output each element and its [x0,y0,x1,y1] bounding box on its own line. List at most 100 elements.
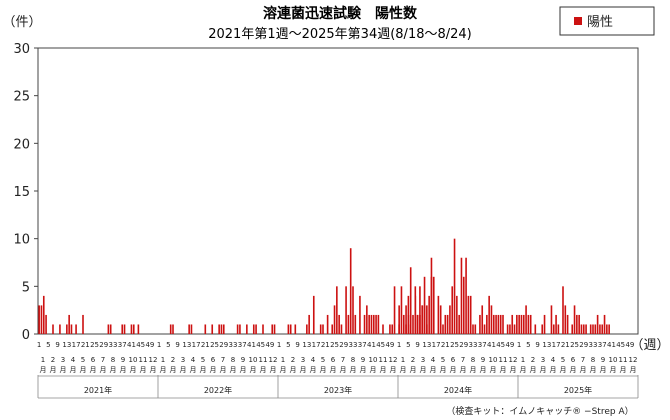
month-label: 8 [231,356,235,364]
bar [204,324,207,334]
bar [42,295,45,334]
week-tick-label: 9 [415,341,419,349]
bar [400,286,403,334]
bar [432,276,435,334]
month-label-unit: 月 [340,366,347,374]
month-label: 6 [451,356,456,364]
week-tick-label: 5 [46,341,50,349]
bar [402,314,405,334]
bar [289,324,292,334]
week-tick-label: 13 [542,341,551,349]
month-label-unit: 月 [200,366,207,374]
month-label: 11 [499,356,508,364]
y-tick-label: 5 [22,280,30,295]
month-label: 4 [311,356,316,364]
bar [426,305,428,334]
bar [552,324,555,334]
legend-swatch [574,17,582,25]
week-tick-label: 33 [589,341,598,349]
month-label: 10 [369,356,378,364]
month-label: 11 [619,356,628,364]
bar [439,305,442,334]
bar [375,314,377,334]
bar [592,324,594,334]
bar [211,324,214,334]
week-tick-label: 1 [157,341,161,349]
bar [82,314,84,334]
month-label-unit: 月 [60,366,67,374]
bar [534,324,537,334]
y-axis-label: （件） [2,15,41,30]
week-tick-label: 33 [349,341,358,349]
week-tick-label: 29 [339,341,348,349]
week-tick-label: 25 [210,341,219,349]
bar [576,314,578,334]
x-axis-label: （週） [630,338,669,353]
bar [59,324,61,334]
bar [121,324,124,334]
bar [336,286,338,334]
bar [529,314,532,334]
bar [172,324,174,334]
bar [603,314,606,334]
bar [437,295,440,334]
bar [38,305,40,334]
bar [511,314,514,334]
month-label-unit: 月 [380,366,387,374]
month-label-unit: 月 [540,366,547,374]
bar [446,314,449,334]
year-label: 2024年 [444,385,472,395]
month-label-unit: 月 [80,366,87,374]
month-label-unit: 月 [500,366,507,374]
month-label: 3 [541,356,545,364]
bar [472,324,474,334]
bar [262,324,264,334]
bar [543,314,546,334]
y-tick-label: 15 [13,185,30,200]
week-tick-label: 21 [201,341,210,349]
footnote: （検査キット：イムノキャッチ® −Strep A） [446,405,633,417]
bar [456,295,458,334]
month-label: 9 [241,356,245,364]
bar [502,314,504,334]
month-label: 3 [181,356,185,364]
bar [45,314,47,334]
month-label: 6 [331,356,336,364]
bar [426,324,428,334]
bar [499,314,502,334]
month-label: 12 [389,356,398,364]
month-label-unit: 月 [310,366,317,374]
week-tick-label: 1 [277,341,281,349]
bar [287,324,290,334]
bar [236,324,239,334]
month-label: 4 [71,356,76,364]
week-tick-label: 41 [607,341,616,349]
month-label: 5 [561,356,565,364]
bar [252,324,255,334]
week-tick-label: 9 [175,341,179,349]
bar [490,305,493,334]
month-label-unit: 月 [270,366,277,374]
month-label: 11 [379,356,388,364]
month-label: 2 [51,356,55,364]
year-label: 2025年 [564,385,592,395]
month-label-unit: 月 [470,366,477,374]
week-tick-label: 17 [312,341,321,349]
bar [469,295,472,334]
week-tick-label: 33 [469,341,478,349]
month-label: 9 [121,356,125,364]
bar [578,314,580,334]
week-tick-label: 45 [616,341,625,349]
month-label: 6 [211,356,216,364]
month-label-unit: 月 [600,366,607,374]
month-label: 12 [629,356,638,364]
bar [573,305,576,334]
month-label: 7 [101,356,105,364]
bar [370,314,373,334]
month-label: 8 [351,356,355,364]
bar [372,314,375,334]
month-label: 7 [341,356,345,364]
bar [465,257,467,334]
week-tick-label: 9 [535,341,539,349]
month-label-unit: 月 [520,366,527,374]
